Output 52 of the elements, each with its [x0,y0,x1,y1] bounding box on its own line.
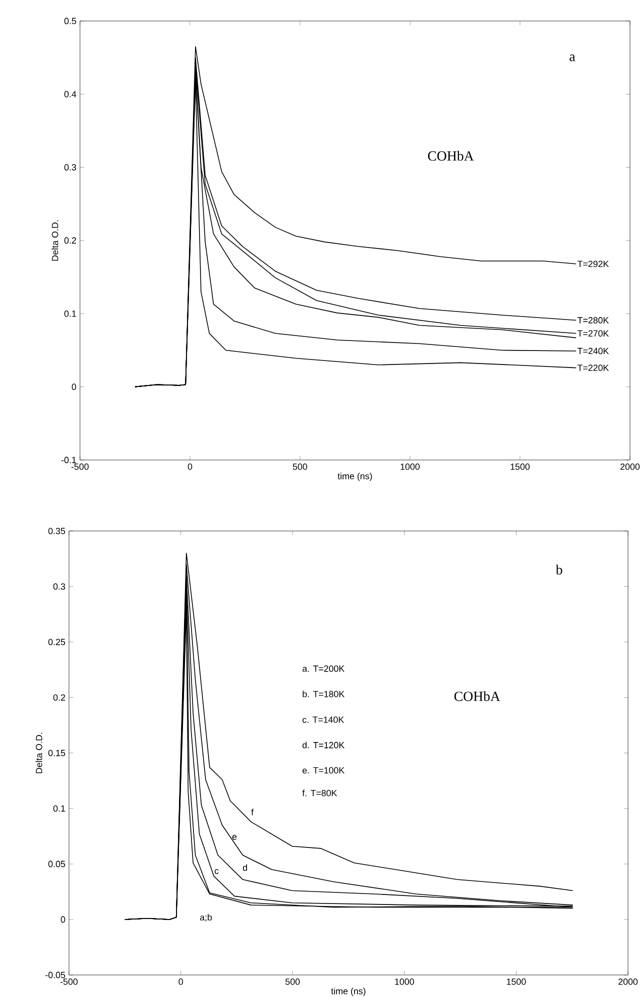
annotation: COHbA [454,691,500,702]
y-tick-label: -0.05 [45,972,66,978]
series-label: T=220K [578,364,609,371]
x-tick-label: 1500 [510,464,530,470]
annotation: d. T=120K [302,742,345,748]
x-axis-title: time (ns) [331,988,366,996]
annotation: f [251,808,254,816]
x-tick-label: 1500 [506,978,526,985]
y-tick-label: 0 [60,916,66,923]
annotation: e [232,834,237,840]
y-tick-label: 0.1 [53,805,66,812]
x-tick-label: 0 [188,464,192,470]
y-tick-label: 0.1 [64,310,76,317]
annotation: e. T=100K [302,767,345,774]
annotation: c. T=140K [302,716,344,723]
x-tick-label: 500 [285,978,300,985]
y-tick-label: 0.5 [64,18,76,24]
x-tick-label: -500 [71,464,89,470]
y-tick-label: 0.2 [53,694,66,701]
y-tick-label: 0.4 [64,90,76,98]
y-tick-label: 0.3 [53,583,66,590]
annotation: c [214,869,219,874]
y-tick-label: 0.35 [48,528,66,534]
series-label: T=292K [578,260,609,268]
x-tick-label: 2000 [618,978,638,985]
annotation: f. T=80K [302,790,338,796]
x-tick-label: 0 [178,978,183,985]
annotation: a;b [200,914,212,922]
annotation: b. T=180K [302,690,345,698]
annotation: b [556,564,562,575]
x-tick-label: 2000 [620,464,640,470]
series-label: T=280K [578,317,609,324]
y-tick-label: 0.15 [48,750,66,756]
x-axis-title: time (ns) [338,472,372,482]
y-tick-label: 0.2 [64,237,76,244]
annotation: d [242,864,247,871]
annotation: a [570,54,576,62]
y-tick-label: 0 [72,384,76,390]
y-tick-label: 0.25 [48,638,66,646]
x-tick-label: 1000 [395,978,414,985]
y-tick-label: -0.1 [61,456,76,464]
y-tick-label: 0.3 [64,164,76,171]
series-label: T=240K [578,348,609,354]
x-tick-label: 1000 [400,464,420,470]
y-axis-title: Delta O.D. [52,220,58,261]
series-label: T=270K [578,330,609,337]
x-tick-label: -500 [60,978,78,985]
annotation: COHbA [428,150,474,161]
x-tick-label: 500 [292,464,308,470]
y-tick-label: 0.05 [48,860,66,868]
annotation: a. T=200K [302,665,345,672]
y-axis-title: Delta O.D. [36,732,42,774]
